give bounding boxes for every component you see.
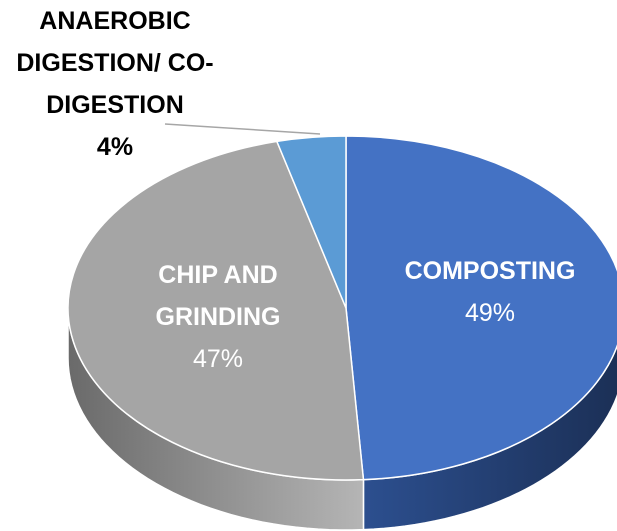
value-label: 47% xyxy=(192,345,244,373)
slice-label: ANAEROBIC DIGESTION/ CO-DIGESTION 4% xyxy=(0,0,230,168)
slice xyxy=(67,140,365,481)
category-label: ANAEROBIC DIGESTION/ CO-DIGESTION xyxy=(16,7,214,119)
slice xyxy=(345,135,617,481)
slice-label: CHIP AND GRINDING 47% xyxy=(123,254,313,380)
category-label: CHIP AND GRINDING xyxy=(155,261,281,331)
slice xyxy=(275,135,347,309)
leader-line xyxy=(164,123,321,135)
slice-label: COMPOSTING 49% xyxy=(380,250,600,334)
value-label: 4% xyxy=(96,133,134,161)
category-label: COMPOSTING xyxy=(404,257,576,285)
value-label: 49% xyxy=(464,299,516,327)
